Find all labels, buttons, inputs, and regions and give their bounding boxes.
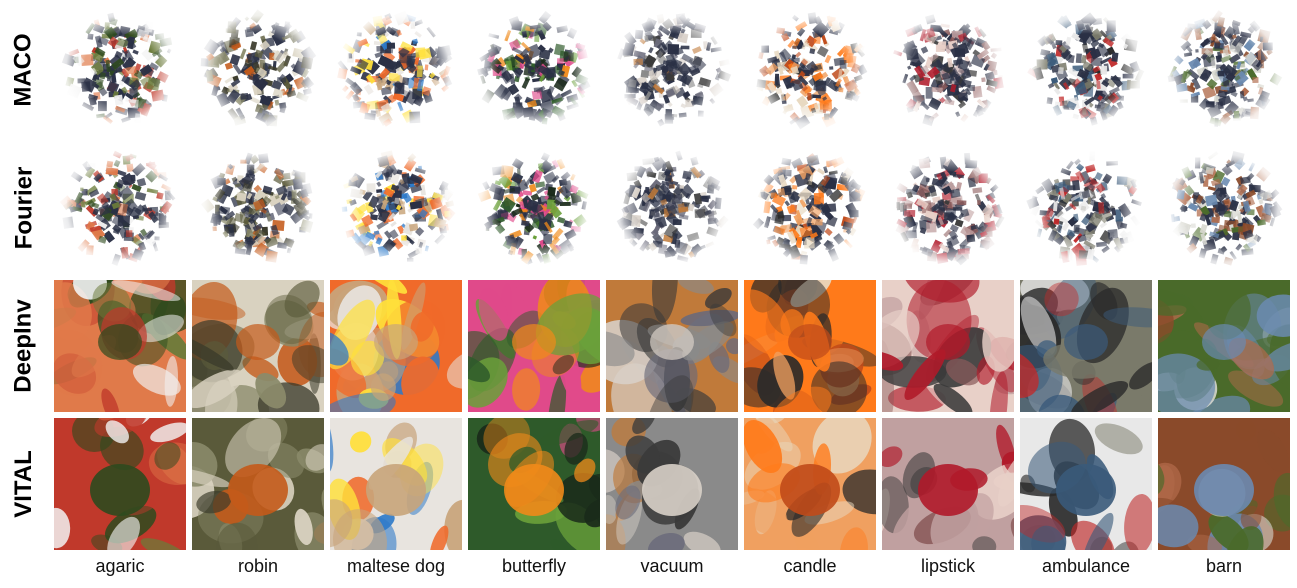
image-maco-barn bbox=[1158, 4, 1290, 136]
image-maco-ambulance bbox=[1020, 4, 1152, 136]
image-fourier-butterfly bbox=[468, 142, 600, 274]
image-vital-ambulance bbox=[1020, 418, 1152, 550]
image-maco-maltese-dog bbox=[330, 4, 462, 136]
image-fourier-agaric bbox=[54, 142, 186, 274]
image-vital-barn bbox=[1158, 418, 1290, 550]
image-fourier-lipstick bbox=[882, 142, 1014, 274]
column-label-lipstick: lipstick bbox=[882, 556, 1014, 577]
row-label-vital: VITAL bbox=[0, 418, 48, 550]
image-vital-agaric bbox=[54, 418, 186, 550]
image-vital-butterfly bbox=[468, 418, 600, 550]
column-label-butterfly: butterfly bbox=[468, 556, 600, 577]
image-deepinv-agaric bbox=[54, 280, 186, 412]
image-deepinv-vacuum bbox=[606, 280, 738, 412]
column-label-barn: barn bbox=[1158, 556, 1290, 577]
row-label-text: Fourier bbox=[10, 167, 38, 250]
image-deepinv-butterfly bbox=[468, 280, 600, 412]
image-vital-robin bbox=[192, 418, 324, 550]
row-label-text: MACO bbox=[10, 33, 38, 106]
image-deepinv-robin bbox=[192, 280, 324, 412]
image-deepinv-lipstick bbox=[882, 280, 1014, 412]
image-maco-candle bbox=[744, 4, 876, 136]
row-label-deepinv: DeepInv bbox=[0, 280, 48, 412]
image-deepinv-candle bbox=[744, 280, 876, 412]
row-label-fourier: Fourier bbox=[0, 142, 48, 274]
image-vital-lipstick bbox=[882, 418, 1014, 550]
image-maco-lipstick bbox=[882, 4, 1014, 136]
row-label-maco: MACO bbox=[0, 4, 48, 136]
image-fourier-robin bbox=[192, 142, 324, 274]
column-label-ambulance: ambulance bbox=[1020, 556, 1152, 577]
column-label-candle: candle bbox=[744, 556, 876, 577]
image-deepinv-barn bbox=[1158, 280, 1290, 412]
image-fourier-barn bbox=[1158, 142, 1290, 274]
column-label-maltese-dog: maltese dog bbox=[330, 556, 462, 577]
image-maco-vacuum bbox=[606, 4, 738, 136]
image-maco-butterfly bbox=[468, 4, 600, 136]
column-label-agaric: agaric bbox=[54, 556, 186, 577]
column-label-robin: robin bbox=[192, 556, 324, 577]
column-label-vacuum: vacuum bbox=[606, 556, 738, 577]
image-fourier-vacuum bbox=[606, 142, 738, 274]
image-maco-agaric bbox=[54, 4, 186, 136]
row-label-text: DeepInv bbox=[10, 299, 38, 392]
image-deepinv-maltese-dog bbox=[330, 280, 462, 412]
image-fourier-ambulance bbox=[1020, 142, 1152, 274]
row-label-text: VITAL bbox=[10, 450, 38, 518]
image-vital-vacuum bbox=[606, 418, 738, 550]
image-maco-robin bbox=[192, 4, 324, 136]
image-vital-candle bbox=[744, 418, 876, 550]
image-fourier-candle bbox=[744, 142, 876, 274]
image-fourier-maltese-dog bbox=[330, 142, 462, 274]
image-deepinv-ambulance bbox=[1020, 280, 1152, 412]
image-vital-maltese-dog bbox=[330, 418, 462, 550]
